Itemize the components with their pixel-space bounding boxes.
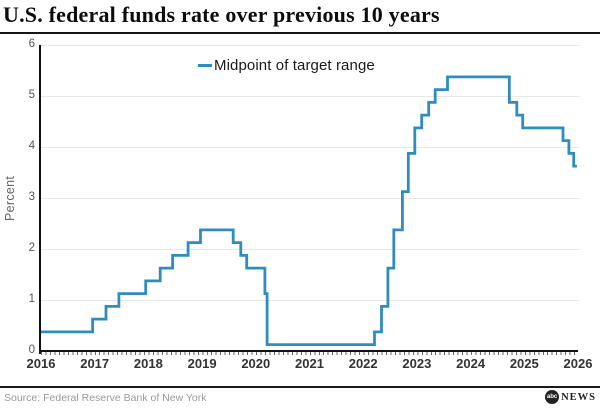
rate-line xyxy=(41,75,577,346)
y-tick-label: 0 xyxy=(28,344,35,356)
y-tick-label: 1 xyxy=(28,293,35,305)
x-axis-minor-ticks xyxy=(41,352,577,355)
gridline xyxy=(41,197,580,199)
x-tick-label: 2025 xyxy=(509,356,539,371)
y-axis-line xyxy=(39,45,41,354)
legend: Midpoint of target range xyxy=(198,57,375,74)
x-axis-line xyxy=(39,350,578,352)
x-tick-label: 2017 xyxy=(80,356,110,371)
source-credit: Source: Federal Reserve Bank of New York xyxy=(4,392,207,404)
footer-divider xyxy=(0,386,600,388)
y-tick-label: 2 xyxy=(28,242,35,254)
x-tick-label: 2022 xyxy=(348,356,378,371)
abc-news-wordmark: NEWS xyxy=(561,391,596,403)
chart-title: U.S. federal funds rate over previous 10… xyxy=(3,2,440,27)
gridline xyxy=(41,95,580,97)
gridline xyxy=(41,299,580,301)
title-divider xyxy=(0,32,600,34)
x-tick-label: 2026 xyxy=(563,356,593,371)
gridline xyxy=(41,44,580,46)
y-tick-label: 3 xyxy=(28,191,35,203)
gridline xyxy=(41,248,580,250)
y-tick-label: 4 xyxy=(28,140,35,152)
y-tick-label: 5 xyxy=(28,89,35,101)
abc-circle-logo-icon: abc xyxy=(545,390,560,404)
x-tick-label: 2016 xyxy=(26,356,56,371)
legend-label: Midpoint of target range xyxy=(214,57,375,74)
x-tick-label: 2023 xyxy=(402,356,432,371)
abc-news-logo: abc NEWS xyxy=(545,390,596,404)
gridline xyxy=(41,146,580,148)
x-tick-label: 2019 xyxy=(187,356,217,371)
legend-line-swatch xyxy=(198,64,212,67)
x-tick-label: 2024 xyxy=(456,356,486,371)
x-tick-label: 2021 xyxy=(295,356,324,371)
x-tick-label: 2020 xyxy=(241,356,271,371)
y-tick-label: 6 xyxy=(28,38,35,50)
x-tick-label: 2018 xyxy=(133,356,163,371)
